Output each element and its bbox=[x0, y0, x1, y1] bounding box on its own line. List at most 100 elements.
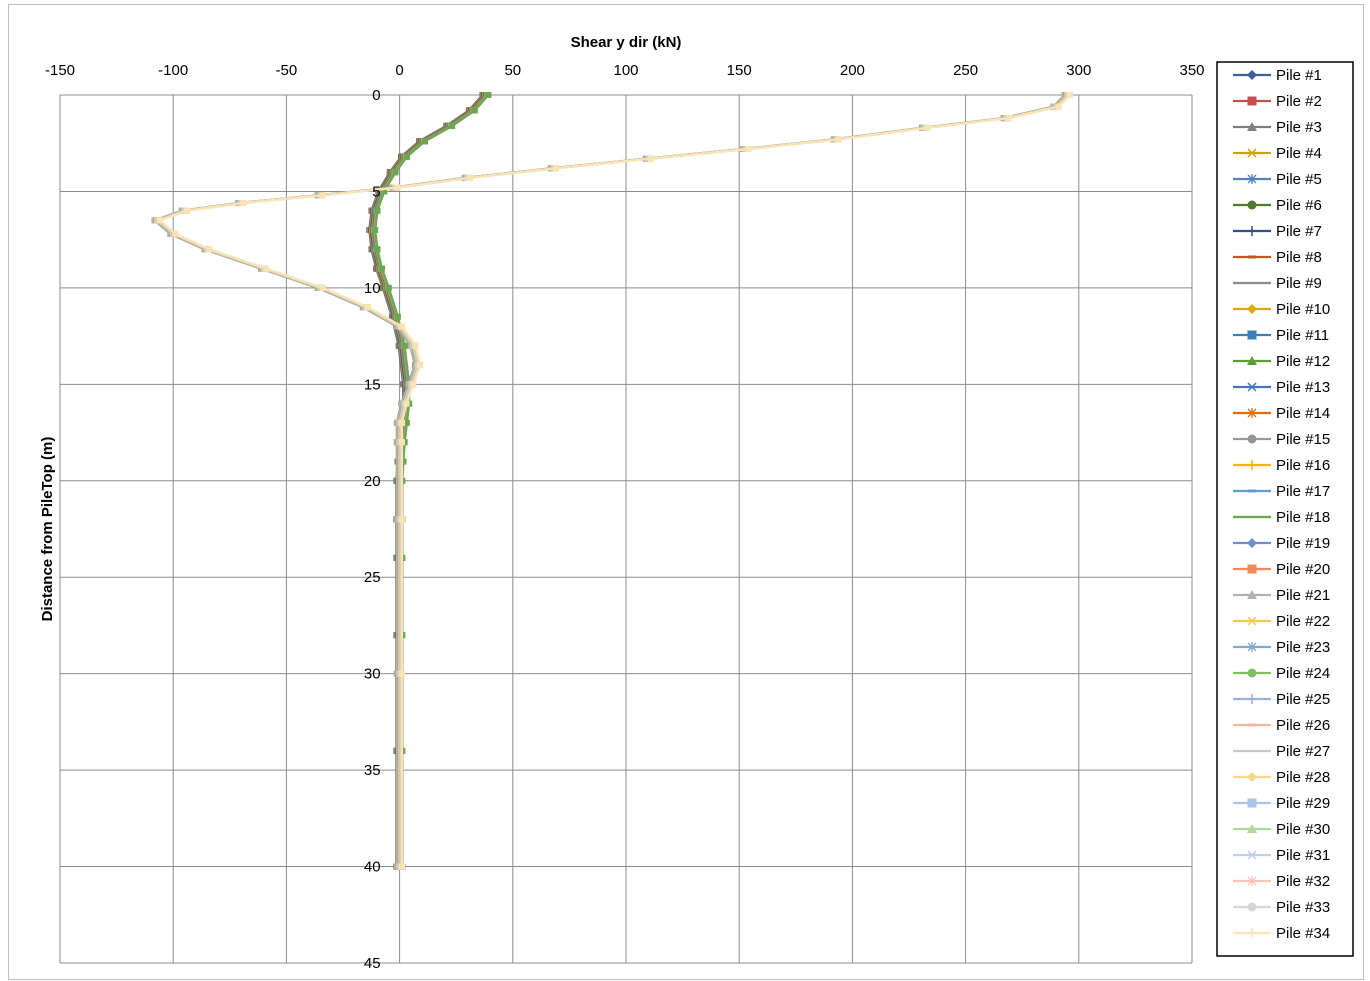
legend-item: Pile #16 bbox=[1233, 457, 1330, 474]
series-pile-34 bbox=[156, 92, 1073, 870]
data-point bbox=[648, 155, 655, 162]
y-tick-label: 40 bbox=[364, 859, 381, 876]
legend-marker bbox=[1247, 538, 1257, 548]
legend-label: Pile #19 bbox=[1276, 535, 1330, 552]
legend-marker bbox=[1247, 174, 1257, 184]
x-tick-label: 350 bbox=[1179, 62, 1204, 79]
legend-item: Pile #30 bbox=[1233, 821, 1330, 838]
data-point bbox=[1055, 103, 1062, 110]
legend-item: Pile #32 bbox=[1233, 873, 1330, 890]
legend-item: Pile #14 bbox=[1233, 405, 1330, 422]
legend-marker bbox=[1247, 668, 1257, 678]
legend-label: Pile #3 bbox=[1276, 119, 1322, 136]
legend-label: Pile #22 bbox=[1276, 613, 1330, 630]
legend-item: Pile #27 bbox=[1233, 743, 1330, 760]
legend-label: Pile #8 bbox=[1276, 249, 1322, 266]
y-tick-label: 15 bbox=[364, 376, 381, 393]
data-point bbox=[319, 192, 326, 199]
legend-item: Pile #15 bbox=[1233, 431, 1330, 448]
data-point bbox=[401, 342, 408, 349]
legend-item: Pile #22 bbox=[1233, 613, 1330, 630]
legend-marker bbox=[1247, 434, 1257, 444]
legend-marker bbox=[1247, 408, 1257, 418]
data-point bbox=[745, 146, 752, 152]
data-point bbox=[240, 200, 247, 206]
legend-label: Pile #14 bbox=[1276, 405, 1330, 422]
data-point bbox=[156, 217, 163, 224]
gridlines bbox=[59, 94, 1193, 964]
legend-label: Pile #5 bbox=[1276, 171, 1322, 188]
x-tick-label: 300 bbox=[1066, 62, 1091, 79]
legend-marker bbox=[1247, 850, 1257, 860]
legend-label: Pile #27 bbox=[1276, 743, 1330, 760]
legend-item: Pile #28 bbox=[1233, 769, 1330, 786]
legend-label: Pile #30 bbox=[1276, 821, 1330, 838]
chart-area bbox=[8, 4, 1364, 980]
legend-marker bbox=[1247, 330, 1257, 340]
data-point bbox=[319, 284, 326, 291]
legend-marker bbox=[1247, 616, 1257, 626]
legend-marker bbox=[1247, 122, 1257, 131]
data-point bbox=[374, 246, 381, 253]
legend-label: Pile #33 bbox=[1276, 899, 1330, 916]
legend-item: Pile #3 bbox=[1233, 119, 1322, 136]
data-point bbox=[471, 107, 478, 114]
y-tick-label: 5 bbox=[372, 183, 380, 200]
legend-marker bbox=[1247, 590, 1257, 599]
legend: Pile #1 Pile #2 Pile #3 Pile #4 Pile #5 Pile … bbox=[1216, 61, 1354, 957]
legend-item: Pile #21 bbox=[1233, 587, 1330, 604]
legend-item: Pile #9 bbox=[1233, 275, 1322, 292]
legend-label: Pile #25 bbox=[1276, 691, 1330, 708]
x-tick-labels: -150 -100 -50 0 50 100 150 200 250 300 350 bbox=[45, 62, 1205, 79]
x-tick-label: 150 bbox=[727, 62, 752, 79]
legend-box bbox=[1216, 61, 1354, 957]
y-tick-label: 20 bbox=[364, 473, 381, 490]
legend-item: Pile #26 bbox=[1233, 717, 1330, 734]
legend-marker bbox=[1248, 723, 1256, 727]
legend-label: Pile #6 bbox=[1276, 197, 1322, 214]
legend-label: Pile #7 bbox=[1276, 223, 1322, 240]
legend-marker bbox=[1247, 876, 1257, 886]
legend-label: Pile #34 bbox=[1276, 925, 1330, 942]
legend-label: Pile #32 bbox=[1276, 873, 1330, 890]
legend-item: Pile #33 bbox=[1233, 899, 1330, 916]
legend-marker bbox=[1247, 70, 1257, 80]
data-point bbox=[365, 304, 372, 311]
legend-marker bbox=[1247, 148, 1257, 158]
legend-marker bbox=[1247, 798, 1257, 808]
data-point bbox=[394, 184, 401, 191]
x-tick-label: -150 bbox=[45, 62, 75, 79]
legend-item: Pile #5 bbox=[1233, 171, 1322, 188]
data-point bbox=[467, 174, 473, 181]
data-point bbox=[553, 165, 559, 172]
legend-item: Pile #19 bbox=[1233, 535, 1330, 552]
legend-item: Pile #7 bbox=[1233, 223, 1322, 240]
y-tick-label: 45 bbox=[364, 955, 381, 972]
y-tick-label: 10 bbox=[364, 280, 381, 297]
legend-item: Pile #17 bbox=[1233, 483, 1330, 500]
legend-item: Pile #4 bbox=[1233, 145, 1322, 162]
data-point bbox=[184, 207, 190, 214]
legend-marker bbox=[1248, 489, 1256, 493]
legend-marker bbox=[1248, 255, 1256, 259]
x-axis-title: Shear y dir (kN) bbox=[571, 34, 682, 51]
legend-marker bbox=[1247, 772, 1257, 782]
legend-item: Pile #6 bbox=[1233, 197, 1322, 214]
legend-label: Pile #28 bbox=[1276, 769, 1330, 786]
legend-item: Pile #20 bbox=[1233, 561, 1330, 578]
legend-label: Pile #29 bbox=[1276, 795, 1330, 812]
legend-marker bbox=[1247, 304, 1257, 314]
data-point bbox=[417, 362, 424, 368]
legend-item: Pile #12 bbox=[1233, 353, 1330, 370]
data-point bbox=[449, 122, 456, 129]
data-point bbox=[399, 323, 405, 330]
x-tick-label: -100 bbox=[158, 62, 188, 79]
legend-label: Pile #31 bbox=[1276, 847, 1330, 864]
data-point bbox=[399, 516, 405, 523]
legend-label: Pile #15 bbox=[1276, 431, 1330, 448]
legend-marker bbox=[1247, 902, 1257, 912]
data-point bbox=[403, 153, 410, 160]
data-point bbox=[394, 313, 401, 320]
series-layer bbox=[151, 92, 1073, 870]
data-point bbox=[399, 419, 405, 426]
